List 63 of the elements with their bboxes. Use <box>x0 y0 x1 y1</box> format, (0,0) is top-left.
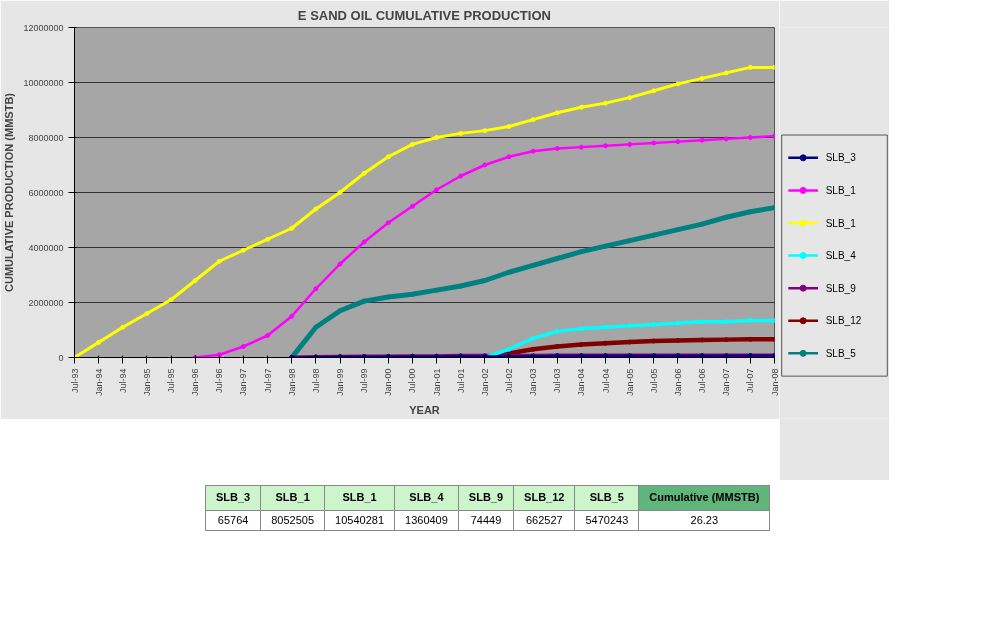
x-tick-label: Jul-05 <box>648 368 659 394</box>
x-tick-label: Jan-06 <box>672 368 683 397</box>
y-tick-label: 2000000 <box>28 297 64 308</box>
x-tick-label: Jul-01 <box>455 368 466 394</box>
text: Cumulative (MMSTB) <box>638 485 770 511</box>
text: 8052505 <box>260 510 325 531</box>
y-tick-label: 0 <box>58 352 64 363</box>
legend-label: SLB_12 <box>825 315 862 327</box>
x-tick-label: Jan-98 <box>286 368 297 397</box>
y-tick-label: 4000000 <box>28 242 64 253</box>
y-tick-label: 10000000 <box>23 77 64 88</box>
x-tick-label: Jan-95 <box>141 368 152 397</box>
text: SLB_3 <box>205 485 261 511</box>
text: 1360409 <box>394 510 459 531</box>
x-tick-label: Jul-06 <box>697 368 708 394</box>
x-tick-label: Jan-96 <box>190 368 201 397</box>
text: 26.23 <box>638 510 770 531</box>
text: 5470243 <box>574 510 639 531</box>
x-tick-label: Jan-07 <box>721 368 732 397</box>
x-tick-label: Jul-07 <box>745 368 756 394</box>
x-tick-label: Jan-99 <box>335 368 346 397</box>
text: SLB_4 <box>394 485 459 511</box>
legend-label: SLB_5 <box>825 347 857 359</box>
legend-label: SLB_1 <box>825 217 857 229</box>
y-tick-label: 8000000 <box>28 132 64 143</box>
y-tick-label: 6000000 <box>28 187 64 198</box>
text: SLB_12 <box>513 485 575 511</box>
x-tick-label: Jan-94 <box>93 368 104 397</box>
y-tick-label: 12000000 <box>23 22 64 33</box>
text: SLB_5 <box>574 485 639 511</box>
x-tick-label: Jul-95 <box>166 368 177 394</box>
x-tick-label: Jul-02 <box>503 368 514 394</box>
x-tick-label: Jul-94 <box>117 368 128 394</box>
text: 65764 <box>205 510 261 531</box>
x-tick-label: Jul-97 <box>262 368 273 394</box>
text: 662527 <box>513 510 575 531</box>
text: 10540281 <box>324 510 395 531</box>
y-axis-title: CUMULATIVE PRODUCTION (MMSTB) <box>3 92 16 292</box>
x-tick-label: Jul-98 <box>310 368 321 394</box>
x-tick-label: Jul-99 <box>359 368 370 394</box>
x-tick-label: Jan-97 <box>238 368 249 397</box>
legend-label: SLB_9 <box>825 282 857 294</box>
x-tick-label: Jul-04 <box>600 368 611 394</box>
legend-label: SLB_1 <box>825 184 857 196</box>
x-tick-label: Jul-96 <box>214 368 225 394</box>
chart-title: E SAND OIL CUMULATIVE PRODUCTION <box>297 7 551 23</box>
x-tick-label: Jul-00 <box>407 368 418 394</box>
text: SLB_1 <box>324 485 395 511</box>
x-tick-label: Jan-02 <box>479 368 490 397</box>
x-axis-title: YEAR <box>409 404 440 417</box>
x-tick-label: Jan-03 <box>528 368 539 397</box>
legend-label: SLB_4 <box>825 250 857 262</box>
x-tick-label: Jan-05 <box>624 368 635 397</box>
text: 74449 <box>458 510 514 531</box>
x-tick-label: Jan-04 <box>576 368 587 397</box>
x-tick-label: Jan-00 <box>383 368 394 397</box>
x-tick-label: Jul-93 <box>69 368 80 394</box>
text: SLB_9 <box>458 485 514 511</box>
x-tick-label: Jan-01 <box>431 368 442 397</box>
legend-label: SLB_3 <box>825 152 857 164</box>
text: SLB_1 <box>260 485 325 511</box>
x-tick-label: Jan-08 <box>769 368 780 397</box>
x-tick-label: Jul-03 <box>552 368 563 394</box>
